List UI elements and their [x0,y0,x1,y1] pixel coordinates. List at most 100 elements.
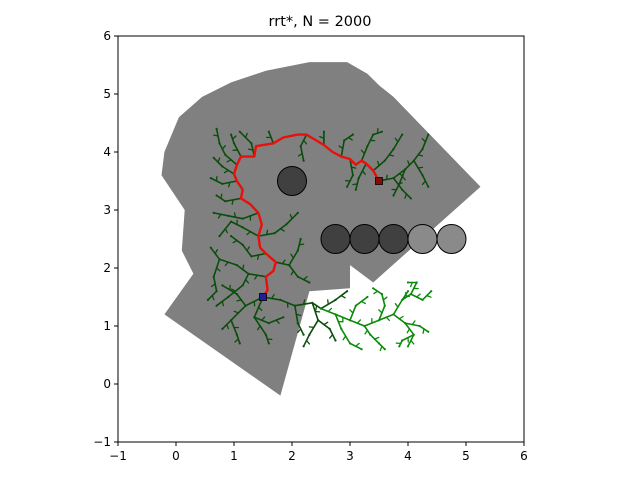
tree-branch-dark-node [209,246,212,249]
obstacle-circle [378,224,409,254]
obstacle-circle [436,224,467,254]
tree-branch-dark-twig [221,300,225,307]
tree-branch-dark-twig [340,294,346,299]
tree-branch-dark-twig [271,294,275,300]
x-tick-label: 0 [172,449,180,463]
tree-branch-dark-node [296,322,299,325]
tree-branch-dark-node [328,327,331,330]
tree-branch-dark-node [366,145,369,148]
tree-branch-dark-node [334,339,337,342]
tree-branch-dark-node [383,159,386,162]
tree-branch-light-twig [385,316,391,322]
tree-branch-dark-twig [242,264,245,271]
tree-branch-dark-twig [289,213,293,220]
tree-branch-dark-twig [401,175,406,181]
tree-branch-light-twig [406,328,411,334]
tree-branch-dark-node [218,235,221,238]
tree-branch-light [320,307,372,336]
tree-branch-light-twig [364,329,369,335]
tree-branch-light-node [377,342,381,345]
tree-branch-dark-twig [275,319,280,324]
tree-branch-dark-twig [247,148,254,151]
tree-branch-dark-twig [214,249,219,255]
y-tick-label: 4 [103,145,111,159]
tree-branch-light-node [427,330,430,333]
tree-branch-dark-node [267,322,270,325]
tree-branch-dark-twig [290,253,295,259]
tree-branch-dark-twig [213,134,219,137]
tree-branch-dark-node [308,281,311,284]
tree-branch-dark-twig [257,254,260,260]
tree-branch-dark-node [334,298,337,301]
tree-branch-light-twig [327,307,333,313]
tree-branch-dark-twig [350,166,357,169]
tree-branch-dark-twig [257,306,263,311]
obstacle-circle [277,166,307,196]
tree-branch-light-twig [373,290,379,295]
y-tick-label: 2 [103,261,111,275]
tree-branch-dark-node [401,133,404,136]
tree-branch-dark-node [322,130,325,133]
tree-branch-dark-twig [319,135,325,140]
tree-branch-dark-node [308,333,311,336]
tree-branch-dark-node [351,133,354,136]
tree-branch-dark-node [212,156,215,159]
tree-branch-dark-node [372,133,375,136]
tree-branch-dark-twig [231,199,234,205]
axes-frame [117,35,525,443]
tree-branch-dark-twig [305,339,311,345]
x-tick-label: 4 [404,449,412,463]
tree-branch-dark-twig [254,274,258,280]
tree-branch-dark-node [401,188,404,191]
tree-branch-dark-node [264,333,267,336]
tree-branch-light-node [421,298,424,301]
tree-branch-dark-node [241,284,244,287]
tree-branch-dark-node [215,290,218,293]
goal-marker [375,177,383,185]
tree-branch-light-node [372,287,375,290]
tree-branch-light-twig [378,309,383,314]
tree-branch-dark-node [296,275,299,278]
tree-branch-dark-node [221,182,224,185]
tree-branch-dark-twig [233,310,239,314]
tree-branch-light-twig [342,335,347,341]
tree-branch-light-node [415,281,418,284]
tree-branch-dark-twig [347,136,353,141]
tree-branch-dark-node [421,148,424,151]
tree-branch-dark-node [221,327,224,330]
tree-branch-dark-node [392,194,395,197]
tree-branch-dark-twig [234,338,239,343]
tree-branch-dark-node [398,182,401,185]
tree-branch-dark-node [273,232,276,235]
tree-branch-dark-twig [246,231,252,236]
region-polygon [161,62,481,396]
tree-branch-dark-twig [298,243,305,246]
tree-branch-light-node [360,348,363,351]
tree-branch-dark-twig [407,160,411,166]
tree-branch-light-node [354,304,357,307]
tree-branch-light-node [406,290,410,293]
tree-branch-dark-node [215,194,218,197]
tree-branch-dark-node [235,333,238,336]
tree-branch-dark-node [282,316,285,319]
tree-branch-dark-twig [265,229,269,236]
tree-branch-dark-twig [385,174,388,181]
planned-path [232,133,381,299]
tree-branch-light-node [430,290,433,293]
tree-branch-light-node [406,281,410,284]
obstacle-circle [320,224,351,254]
tree-branch-dark-twig [279,228,285,232]
tree-branch-dark-node [421,174,424,177]
tree-branch-dark-node [427,185,430,188]
tree-branch-dark-node [221,284,224,287]
tree-branch-dark-twig [257,325,261,331]
y-tick-label: 0 [103,377,111,391]
tree-branch-dark-twig [388,154,395,157]
tree-branch-dark-twig [315,305,318,311]
tree-branch-dark-node [215,127,218,130]
tree-branch-light-twig [394,302,399,308]
tree-branch-dark-twig [394,137,399,143]
tree-branch-dark-node [279,298,282,301]
tree-branch-light-twig [356,319,362,324]
